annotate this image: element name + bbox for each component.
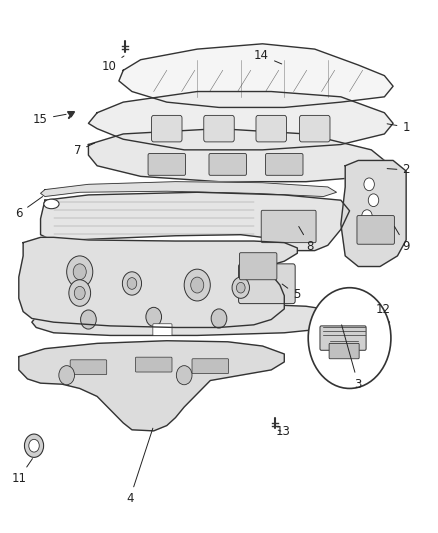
Polygon shape: [67, 112, 74, 117]
Polygon shape: [41, 192, 350, 251]
FancyBboxPatch shape: [204, 115, 234, 142]
Circle shape: [25, 434, 44, 457]
FancyBboxPatch shape: [135, 357, 172, 372]
Circle shape: [362, 210, 372, 222]
Circle shape: [237, 282, 245, 293]
Text: 2: 2: [387, 164, 410, 176]
Text: 10: 10: [102, 56, 124, 72]
Text: 13: 13: [276, 425, 291, 439]
FancyBboxPatch shape: [209, 154, 247, 175]
Text: 4: 4: [126, 428, 153, 505]
FancyBboxPatch shape: [70, 360, 107, 375]
Polygon shape: [341, 160, 406, 266]
Text: 8: 8: [299, 227, 314, 253]
Polygon shape: [32, 304, 345, 335]
Circle shape: [127, 278, 137, 289]
Circle shape: [122, 272, 141, 295]
FancyBboxPatch shape: [256, 115, 286, 142]
Polygon shape: [19, 237, 297, 327]
Circle shape: [177, 366, 192, 385]
Circle shape: [232, 277, 250, 298]
Polygon shape: [119, 44, 393, 108]
Circle shape: [29, 439, 39, 452]
Circle shape: [366, 225, 377, 238]
Text: 11: 11: [11, 458, 32, 485]
Circle shape: [308, 288, 391, 389]
Circle shape: [184, 269, 210, 301]
FancyBboxPatch shape: [239, 264, 295, 304]
Circle shape: [368, 194, 379, 207]
FancyBboxPatch shape: [192, 359, 229, 374]
Polygon shape: [88, 92, 393, 150]
FancyBboxPatch shape: [329, 343, 359, 359]
Text: 7: 7: [74, 143, 95, 157]
FancyBboxPatch shape: [265, 154, 303, 175]
Text: 14: 14: [254, 49, 282, 64]
FancyBboxPatch shape: [240, 253, 277, 280]
Circle shape: [146, 308, 162, 326]
Text: 6: 6: [15, 197, 42, 220]
FancyBboxPatch shape: [148, 154, 185, 175]
FancyBboxPatch shape: [153, 324, 172, 335]
Circle shape: [67, 256, 93, 288]
Text: 15: 15: [33, 112, 66, 126]
Text: 3: 3: [342, 325, 362, 391]
Text: 1: 1: [387, 120, 410, 134]
Circle shape: [211, 309, 227, 328]
Polygon shape: [41, 182, 336, 197]
Polygon shape: [88, 128, 385, 182]
FancyBboxPatch shape: [152, 115, 182, 142]
Polygon shape: [19, 341, 284, 431]
Circle shape: [191, 277, 204, 293]
FancyBboxPatch shape: [320, 326, 366, 350]
Circle shape: [364, 178, 374, 191]
FancyBboxPatch shape: [300, 115, 330, 142]
Text: 5: 5: [282, 284, 300, 301]
Circle shape: [81, 310, 96, 329]
Circle shape: [59, 366, 74, 385]
FancyBboxPatch shape: [357, 216, 394, 244]
Text: 9: 9: [395, 227, 410, 253]
Circle shape: [69, 280, 91, 306]
Ellipse shape: [44, 199, 59, 209]
FancyBboxPatch shape: [261, 211, 316, 243]
Circle shape: [74, 286, 85, 300]
Circle shape: [73, 264, 86, 280]
Text: 12: 12: [376, 303, 391, 322]
